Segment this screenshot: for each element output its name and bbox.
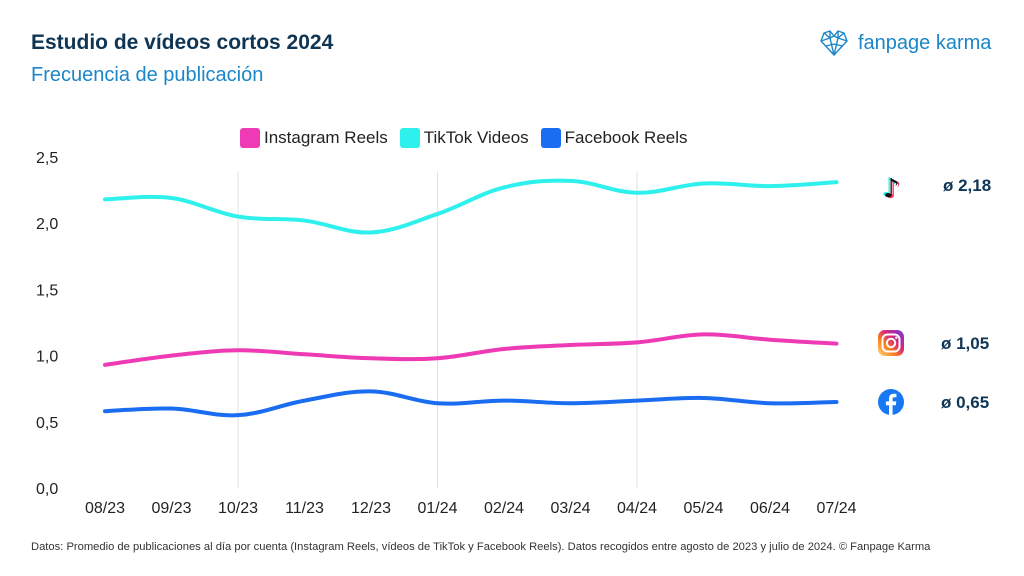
legend-swatch-tiktok	[399, 128, 420, 148]
brand-name: fanpage karma	[858, 31, 992, 54]
footnote: Datos: Promedio de publicaciones al día …	[31, 541, 931, 553]
x-tick-label: 04/24	[617, 500, 657, 517]
average-tiktok: ø 2,18	[943, 176, 992, 195]
x-tick-label: 03/24	[550, 500, 590, 517]
svg-text:♪: ♪	[883, 174, 900, 201]
fanpage-karma-logo-icon	[820, 30, 848, 56]
legend-swatch-facebook	[540, 128, 561, 148]
x-tick-label: 07/24	[816, 500, 856, 517]
x-tick-label: 05/24	[683, 500, 723, 517]
average-instagram: ø 1,05	[941, 334, 990, 353]
series-line-facebook-reels	[103, 389, 839, 418]
average-facebook: ø 0,65	[941, 393, 990, 412]
svg-text:♪: ♪	[885, 175, 902, 201]
legend-item-facebook: Facebook Reels	[540, 128, 688, 148]
page-subtitle: Frecuencia de publicación	[31, 64, 264, 86]
instagram-icon	[878, 330, 904, 356]
y-tick-label: 0,5	[36, 415, 58, 432]
chart-legend: Instagram Reels TikTok Videos Facebook R…	[240, 128, 688, 148]
series-line-instagram-reels	[103, 332, 839, 367]
x-tick-label: 06/24	[750, 500, 790, 517]
svg-text:♪: ♪	[881, 173, 898, 201]
legend-item-instagram: Instagram Reels	[240, 128, 388, 148]
legend-swatch-instagram	[240, 128, 260, 148]
y-tick-label: 1,5	[36, 282, 58, 299]
brand-logo: fanpage karma	[818, 29, 991, 57]
x-tick-label: 10/23	[218, 500, 258, 517]
page-title: Estudio de vídeos cortos 2024	[31, 31, 334, 54]
x-tick-label: 02/24	[484, 500, 524, 517]
x-tick-label: 08/23	[85, 500, 125, 517]
facebook-icon	[878, 389, 904, 415]
x-tick-label: 09/23	[151, 500, 191, 517]
y-tick-label: 1,0	[36, 349, 58, 366]
legend-label-instagram: Instagram Reels	[264, 128, 388, 147]
x-tick-label: 01/24	[417, 500, 457, 517]
y-tick-label: 2,0	[36, 216, 58, 233]
tiktok-icon: ♪ ♪ ♪	[881, 173, 902, 201]
y-tick-label: 2,5	[36, 150, 58, 167]
x-tick-label: 12/23	[351, 500, 391, 517]
x-tick-label: 11/23	[285, 500, 324, 517]
legend-label-facebook: Facebook Reels	[564, 128, 688, 147]
series-line-tiktok-videos	[103, 178, 839, 235]
y-tick-label: 0,0	[36, 481, 58, 498]
legend-label-tiktok: TikTok Videos	[423, 128, 529, 147]
legend-item-tiktok: TikTok Videos	[399, 128, 529, 148]
